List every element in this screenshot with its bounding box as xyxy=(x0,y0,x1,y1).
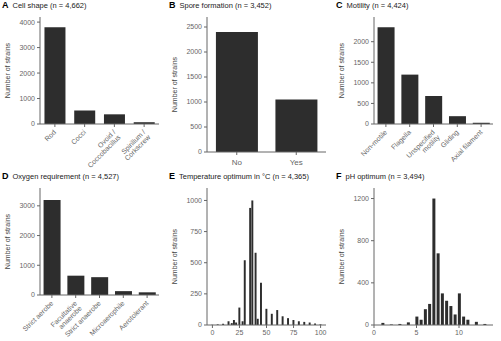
svg-text:Strict aerobe: Strict aerobe xyxy=(21,299,54,332)
svg-text:10: 10 xyxy=(455,328,463,335)
svg-text:0: 0 xyxy=(365,120,369,127)
svg-text:400: 400 xyxy=(357,279,369,286)
svg-text:Cocci: Cocci xyxy=(70,128,88,146)
svg-text:Non-motile: Non-motile xyxy=(359,128,388,157)
svg-text:4000: 4000 xyxy=(19,19,35,26)
svg-text:500: 500 xyxy=(190,123,202,130)
svg-text:2500: 2500 xyxy=(186,23,202,30)
svg-text:1000: 1000 xyxy=(353,79,369,86)
svg-text:Number of strains: Number of strains xyxy=(338,228,345,284)
svg-text:3000: 3000 xyxy=(19,44,35,51)
svg-text:3000: 3000 xyxy=(19,202,35,209)
svg-text:1000: 1000 xyxy=(19,261,35,268)
svg-text:0: 0 xyxy=(210,328,214,335)
svg-text:0: 0 xyxy=(31,120,35,127)
svg-text:0: 0 xyxy=(198,148,202,155)
svg-text:75: 75 xyxy=(290,328,298,335)
svg-text:500: 500 xyxy=(190,259,202,266)
svg-text:5: 5 xyxy=(415,328,419,335)
svg-text:2000: 2000 xyxy=(19,70,35,77)
svg-text:2000: 2000 xyxy=(186,48,202,55)
svg-text:0: 0 xyxy=(372,328,376,335)
svg-text:Number of strains: Number of strains xyxy=(338,42,345,98)
svg-text:1500: 1500 xyxy=(353,59,369,66)
svg-text:0: 0 xyxy=(31,291,35,298)
svg-text:Gliding: Gliding xyxy=(439,128,460,149)
svg-text:1000: 1000 xyxy=(186,98,202,105)
svg-text:Number of strains: Number of strains xyxy=(171,56,178,112)
svg-text:500: 500 xyxy=(357,100,369,107)
svg-text:Unspecifiedmotility: Unspecifiedmotility xyxy=(405,128,442,165)
svg-text:1000: 1000 xyxy=(186,196,202,203)
svg-text:Flagella: Flagella xyxy=(390,128,413,151)
svg-text:100: 100 xyxy=(315,328,327,335)
svg-text:Yes: Yes xyxy=(290,158,303,167)
svg-text:2000: 2000 xyxy=(353,38,369,45)
svg-text:Rod: Rod xyxy=(43,128,57,142)
svg-text:0: 0 xyxy=(365,321,369,328)
svg-text:Axial filament: Axial filament xyxy=(449,128,483,162)
svg-text:250: 250 xyxy=(190,290,202,297)
svg-text:Number of strains: Number of strains xyxy=(171,228,178,284)
svg-text:Spirillum /Corkscrew: Spirillum /Corkscrew xyxy=(118,128,152,162)
svg-text:1200: 1200 xyxy=(353,195,369,202)
svg-text:Ovoid /Coccobacillus: Ovoid /Coccobacillus xyxy=(81,128,122,169)
svg-text:1000: 1000 xyxy=(19,95,35,102)
svg-text:800: 800 xyxy=(357,237,369,244)
svg-text:Microaerophile: Microaerophile xyxy=(88,299,126,337)
svg-text:1500: 1500 xyxy=(186,73,202,80)
svg-text:2000: 2000 xyxy=(19,232,35,239)
svg-text:50: 50 xyxy=(263,328,271,335)
svg-text:25: 25 xyxy=(236,328,244,335)
svg-text:No: No xyxy=(232,158,243,167)
svg-text:0: 0 xyxy=(198,321,202,328)
svg-text:Aerotolerant: Aerotolerant xyxy=(118,299,150,331)
svg-text:750: 750 xyxy=(190,228,202,235)
svg-text:Number of strains: Number of strains xyxy=(8,42,11,98)
svg-text:Number of strains: Number of strains xyxy=(8,213,11,269)
